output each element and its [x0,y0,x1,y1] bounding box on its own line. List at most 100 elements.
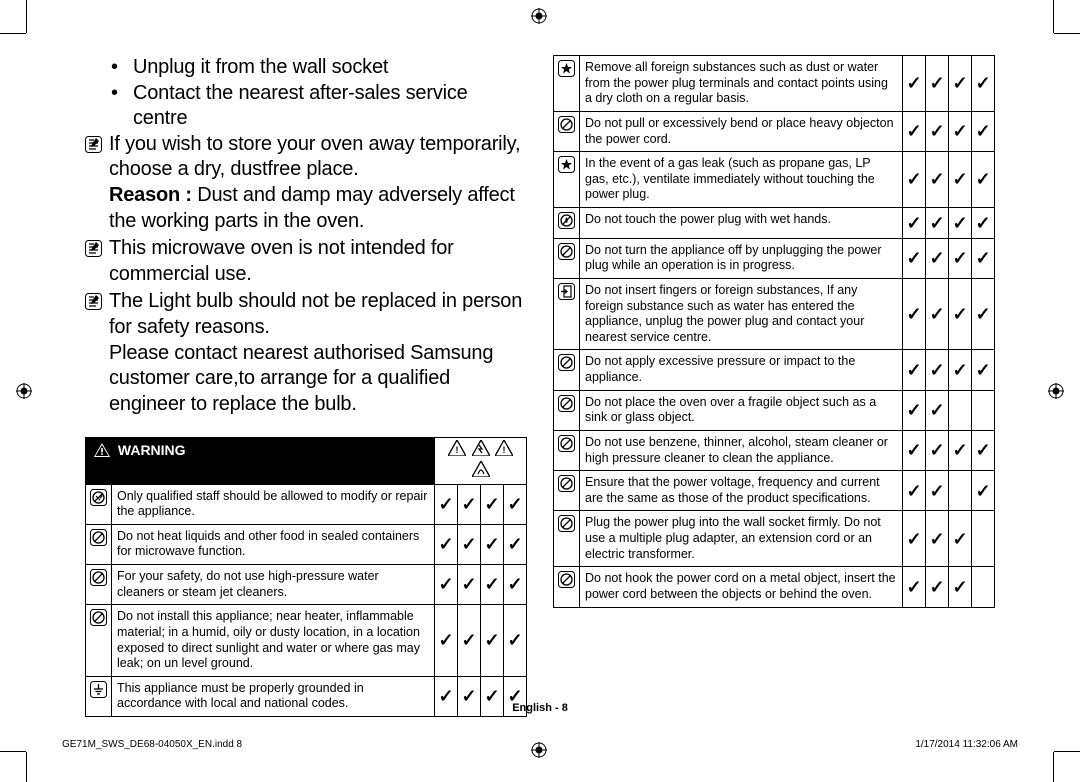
check-cell: ✓ [972,471,995,511]
prohibit-icon [558,116,575,133]
warning-table-right: Remove all foreign substances such as du… [553,55,995,608]
check-cell: ✓ [926,350,949,390]
row-text: Do not touch the power plug with wet han… [580,208,903,239]
row-icon-cell [554,111,580,151]
row-text: Do not hook the power cord on a metal ob… [580,567,903,607]
check-cell: ✓ [481,565,504,605]
list-text: If you wish to store your oven away temp… [109,132,527,234]
row-icon-cell [554,238,580,278]
note-icon [85,132,109,234]
check-cell: ✓ [949,208,972,239]
row-icon-cell [554,152,580,208]
table-row: Do not insert fingers or foreign substan… [554,278,995,350]
check-cell: ✓ [481,524,504,564]
registration-mark-icon [531,8,547,24]
crop-mark [1053,0,1054,33]
check-cell: ✓ [972,111,995,151]
check-cell: ✓ [435,524,458,564]
check-cell: ✓ [949,56,972,112]
check-cell: ✓ [435,484,458,524]
page-footer-center: English - 8 [0,702,1080,714]
row-icon-cell [554,390,580,430]
right-column: Remove all foreign substances such as du… [553,55,995,727]
row-icon-cell [554,56,580,112]
text-span: The Light bulb should not be replaced in… [109,290,522,338]
star-icon [558,60,575,77]
check-cell: ✓ [903,430,926,470]
check-cell: ✓ [972,152,995,208]
check-cell: ✓ [903,390,926,430]
check-cell: ✓ [926,567,949,607]
check-cell: ✓ [926,208,949,239]
row-text: Do not heat liquids and other food in se… [112,524,435,564]
registration-mark-icon [16,383,32,399]
row-icon-cell [554,278,580,350]
check-cell: ✓ [458,524,481,564]
check-cell: ✓ [903,471,926,511]
row-icon-cell [554,350,580,390]
registration-mark-icon [1048,383,1064,399]
row-text: In the event of a gas leak (such as prop… [580,152,903,208]
check-cell: ✓ [903,567,926,607]
check-cell: ✓ [949,511,972,567]
prohibit-icon [558,354,575,371]
table-row: In the event of a gas leak (such as prop… [554,152,995,208]
crop-mark [1054,33,1080,34]
check-cell: ✓ [435,605,458,677]
check-cell: ✓ [949,111,972,151]
row-icon-cell [86,524,112,564]
left-column: • Unplug it from the wall socket • Conta… [85,55,527,727]
note-icon [85,289,109,417]
check-cell: ✓ [926,238,949,278]
row-text: Do not apply excessive pressure or impac… [580,350,903,390]
check-cell: ✓ [504,605,527,677]
row-text: For your safety, do not use high-pressur… [112,565,435,605]
check-cell [949,390,972,430]
row-text: Ensure that the power voltage, frequency… [580,471,903,511]
text-strong: Reason : [109,184,192,206]
no-tool-icon [90,489,107,506]
prohibit-icon [558,571,575,588]
check-cell: ✓ [949,152,972,208]
prohibit-icon [558,475,575,492]
instruction-list: • Unplug it from the wall socket • Conta… [85,55,527,419]
row-icon-cell [554,471,580,511]
crop-mark [1054,751,1080,752]
page-footer-right: 1/17/2014 11:32:06 AM [915,739,1018,750]
hazard-icon: ! [495,440,513,456]
list-item: The Light bulb should not be replaced in… [85,289,527,417]
check-cell: ✓ [903,278,926,350]
check-cell [972,390,995,430]
row-icon-cell [86,484,112,524]
check-cell: ✓ [949,278,972,350]
table-row: Remove all foreign substances such as du… [554,56,995,112]
check-cell [972,567,995,607]
row-icon-cell [554,208,580,239]
table-row: Plug the power plug into the wall socket… [554,511,995,567]
table-row: Do not heat liquids and other food in se… [86,524,527,564]
check-cell: ✓ [972,430,995,470]
check-cell: ✓ [926,56,949,112]
list-text: This microwave oven is not intended for … [109,236,527,287]
row-text: Only qualified staff should be allowed t… [112,484,435,524]
check-cell: ✓ [972,208,995,239]
warning-triangle-icon [94,443,110,457]
check-cell: ✓ [949,430,972,470]
svg-text:!: ! [456,445,459,455]
row-text: Do not turn the appliance off by unplugg… [580,238,903,278]
table-row: Do not place the oven over a fragile obj… [554,390,995,430]
list-item: This microwave oven is not intended for … [85,236,527,287]
check-cell: ✓ [926,278,949,350]
check-cell: ✓ [504,524,527,564]
check-cell: ✓ [926,111,949,151]
bullet-icon: • [109,81,133,132]
row-text: Do not place the oven over a fragile obj… [580,390,903,430]
row-text: Do not pull or excessively bend or place… [580,111,903,151]
check-cell: ✓ [504,565,527,605]
check-cell: ✓ [504,484,527,524]
row-icon-cell [554,567,580,607]
row-text: Do not insert fingers or foreign substan… [580,278,903,350]
check-cell: ✓ [903,208,926,239]
check-cell: ✓ [903,152,926,208]
hazard-icon [472,461,490,477]
